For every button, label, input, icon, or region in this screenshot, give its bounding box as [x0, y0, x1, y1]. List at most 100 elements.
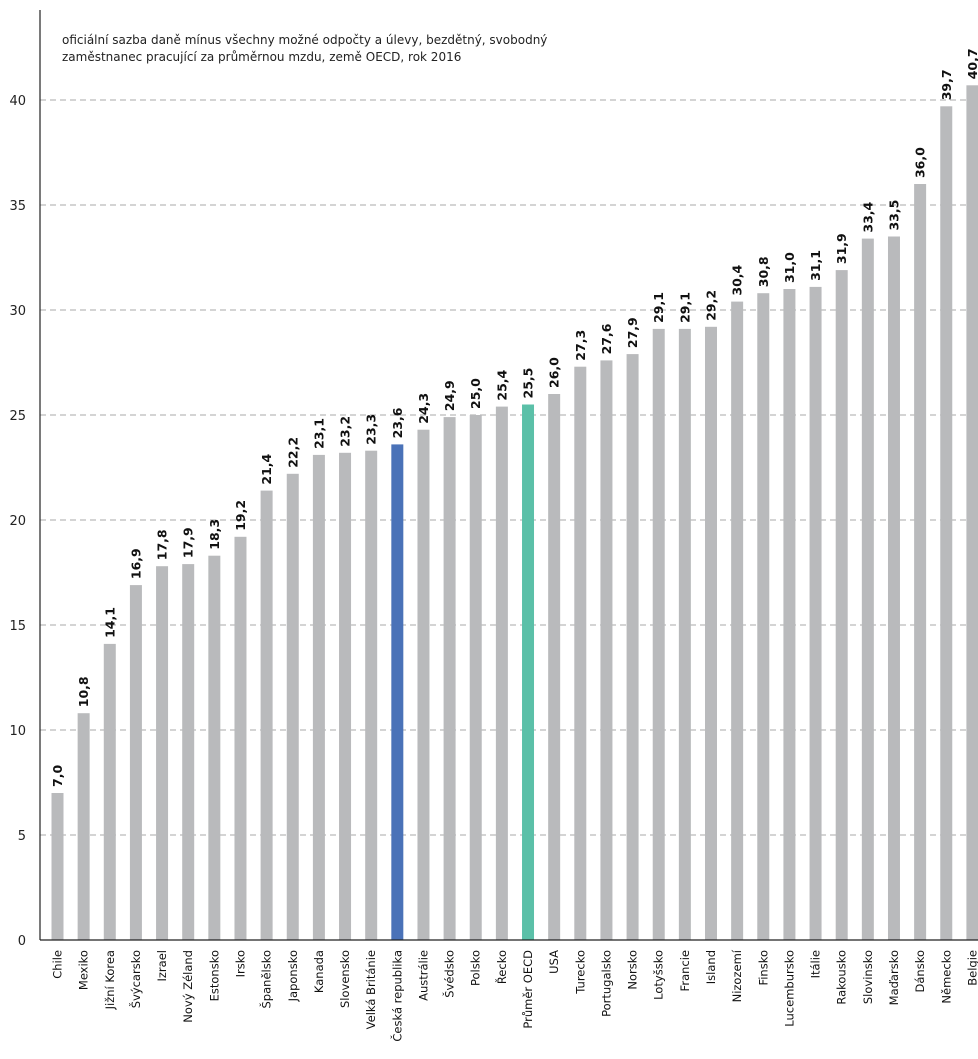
bar-value-label: 29,1: [677, 292, 692, 323]
bar-value-label: 25,5: [521, 368, 536, 399]
bar-value-label: 24,3: [416, 393, 431, 424]
bar-value-label: 33,5: [886, 200, 901, 231]
x-tick-label: Japonsko: [286, 950, 300, 1002]
bar: [678, 328, 691, 940]
x-tick-label: Švédsko: [442, 950, 457, 998]
chart-subtitle-line-1: oficiální sazba daně mínus všechny možné…: [62, 33, 547, 47]
x-tick-label: Lucembursko: [782, 950, 796, 1027]
x-tick-label: Francie: [678, 950, 692, 991]
bar-value-label: 23,3: [364, 414, 379, 445]
bar-value-label: 7,0: [50, 765, 65, 787]
bar-value-label: 31,0: [782, 252, 797, 283]
x-tick-label: Izrael: [155, 950, 169, 981]
bar: [443, 417, 456, 941]
x-tick-label: Irsko: [233, 950, 247, 977]
x-tick-label: Island: [704, 950, 718, 984]
bar-value-label: 24,9: [442, 380, 457, 411]
bar-value-label: 29,1: [651, 292, 666, 323]
bar-value-label: 29,2: [704, 290, 719, 321]
x-tick-label: Chile: [51, 950, 65, 979]
bar: [208, 555, 221, 940]
bar: [887, 236, 900, 940]
bar-value-label: 39,7: [939, 69, 954, 100]
bar: [600, 360, 613, 940]
x-tick-label: Česká republika: [389, 950, 404, 1042]
x-tick-label: Slovensko: [338, 950, 352, 1008]
x-tick-label: Řecko: [494, 950, 509, 984]
bar: [731, 301, 744, 941]
y-tick-layer: 0 5 10 15 20 25 30 35 40: [9, 94, 26, 949]
x-tick-label: Finsko: [756, 950, 770, 986]
y-tick-label: 25: [9, 409, 26, 424]
bar-value-label: 25,0: [468, 378, 483, 409]
x-tick-label: Slovinsko: [861, 950, 875, 1004]
bar: [652, 328, 665, 940]
bar-value-label: 19,2: [233, 500, 248, 531]
bar: [705, 326, 717, 940]
x-tick-label: Belgie: [965, 950, 978, 986]
bar-value-label: 25,4: [494, 369, 509, 400]
x-tick-label: Estonsko: [207, 950, 221, 1001]
bar-layer: [51, 85, 978, 941]
x-tick-label: Polsko: [469, 950, 483, 986]
bar: [522, 404, 535, 940]
bar-value-label: 27,3: [573, 330, 588, 361]
bar: [469, 415, 482, 940]
y-tick-label: 10: [9, 724, 26, 739]
x-tick-label: Švýcarsko: [128, 950, 143, 1008]
x-tick-label: Kanada: [312, 950, 326, 993]
bar: [809, 286, 822, 940]
x-tick-label: Nizozemí: [730, 949, 744, 1002]
y-tick-label: 20: [9, 514, 26, 529]
bar-value-label: 40,7: [965, 48, 978, 79]
x-tick-label: Jižní Korea: [103, 950, 117, 1010]
bar: [156, 566, 169, 940]
bar-value-label: 21,4: [259, 453, 274, 484]
x-tick-label: Austrálie: [416, 950, 430, 1001]
bar-value-label: 33,4: [860, 201, 875, 232]
bar: [626, 354, 639, 941]
bar: [51, 793, 64, 940]
bar: [286, 473, 299, 940]
bar: [574, 366, 587, 940]
y-tick-label: 40: [9, 94, 26, 109]
x-tick-label: Velká Británie: [364, 950, 378, 1029]
bar: [835, 270, 848, 941]
bar: [861, 238, 874, 941]
bar: [234, 536, 247, 940]
bar: [966, 85, 978, 941]
x-tick-label: Portugalsko: [599, 950, 613, 1017]
x-tick-label: Itálie: [809, 950, 823, 978]
bar: [548, 394, 561, 940]
bar-value-label: 31,9: [834, 233, 849, 264]
bar: [339, 452, 352, 940]
x-tick-label: Mexiko: [77, 950, 91, 990]
bar: [783, 289, 796, 940]
bar: [260, 490, 273, 940]
bar-value-label: 17,8: [155, 529, 170, 560]
x-tick-label: Rakousko: [835, 950, 849, 1005]
bar-value-label: 27,9: [625, 317, 640, 348]
x-tick-label: Lotyšsko: [652, 950, 666, 1000]
bar-value-label: 27,6: [599, 323, 614, 354]
y-tick-label: 0: [18, 934, 26, 949]
x-tick-label: Maďarsko: [887, 950, 901, 1005]
x-tick-label: USA: [547, 950, 561, 974]
bar-value-label: 23,1: [311, 418, 326, 449]
value-label-layer: 7,0 10,8 14,1 16,9 17,8 17,9 18,3 19,2 21,4 22,2 2…: [50, 48, 978, 787]
bar: [129, 585, 142, 940]
bar: [417, 429, 430, 940]
bar-value-label: 31,1: [808, 250, 823, 281]
x-tick-label: Dánsko: [913, 950, 927, 992]
bar-value-label: 23,2: [338, 416, 353, 447]
bar-value-label: 30,4: [730, 264, 745, 295]
bar: [914, 184, 927, 940]
bar: [940, 106, 953, 941]
bar-value-label: 30,8: [756, 256, 771, 287]
x-tick-label: Norsko: [626, 950, 640, 990]
y-tick-label: 35: [9, 199, 26, 214]
chart-subtitle-line-2: zaměstnanec pracující za průměrnou mzdu,…: [62, 50, 461, 64]
bar-value-label: 16,9: [128, 548, 143, 579]
bar: [757, 293, 770, 940]
